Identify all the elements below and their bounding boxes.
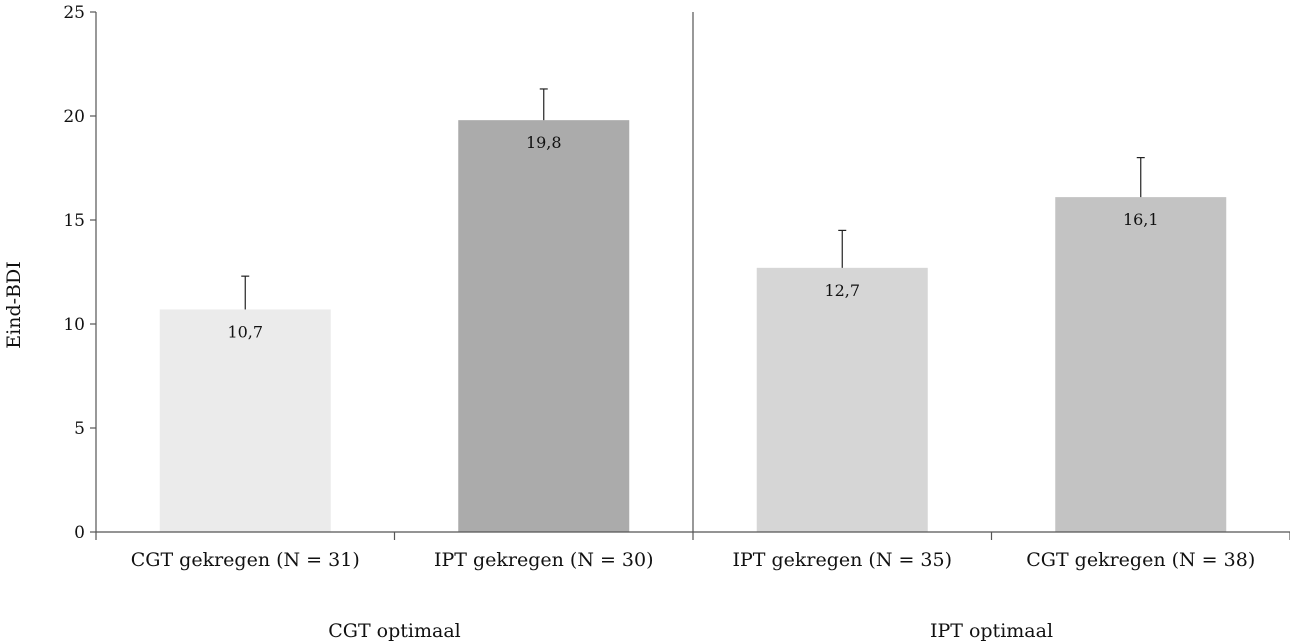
y-axis-title: Eind-BDI: [3, 261, 25, 348]
axes-layer: [90, 11, 1290, 540]
data-label: 12,7: [824, 281, 860, 300]
x-category-label: CGT gekregen (N = 31): [131, 549, 360, 571]
data-label: 16,1: [1123, 210, 1159, 229]
y-tick-label: 25: [63, 3, 85, 23]
data-label: 10,7: [227, 322, 263, 341]
y-tick-label: 15: [63, 211, 85, 231]
bars-layer: [159, 88, 1227, 532]
y-tick-label: 10: [63, 315, 85, 335]
data-label: 19,8: [526, 133, 562, 152]
bar: [159, 309, 331, 532]
bar: [1055, 197, 1227, 532]
bar: [756, 267, 928, 532]
y-tick-label: 0: [74, 523, 85, 543]
bar: [458, 120, 630, 532]
x-category-label: IPT gekregen (N = 35): [732, 549, 952, 571]
x-category-label: CGT gekregen (N = 38): [1026, 549, 1255, 571]
y-tick-label: 20: [63, 107, 85, 127]
x-category-label: IPT gekregen (N = 30): [434, 549, 654, 571]
group-label: CGT optimaal: [328, 620, 461, 642]
labels-layer: 0 5 10 15 20 25 10,7 CGT gekregen (N = 31) 19,8 I…: [63, 3, 1255, 642]
y-tick-label: 5: [74, 419, 85, 439]
group-label: IPT optimaal: [930, 620, 1053, 642]
